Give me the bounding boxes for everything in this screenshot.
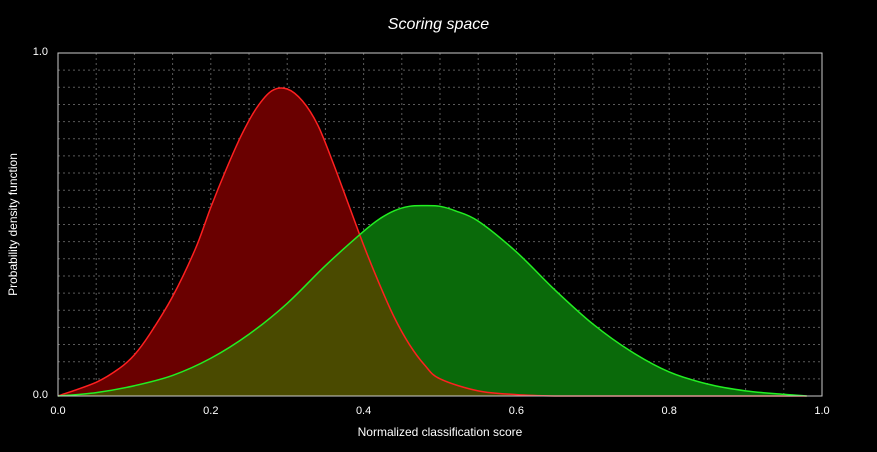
y-tick-label: 1.0 bbox=[33, 46, 48, 58]
x-tick-label: 0.8 bbox=[662, 405, 677, 417]
plot-frame bbox=[57, 52, 823, 397]
x-axis-label: Normalized classification score bbox=[358, 425, 523, 439]
green-series-line bbox=[57, 204, 807, 397]
x-tick-label: 0.6 bbox=[509, 405, 524, 417]
red-series-area bbox=[58, 87, 807, 397]
x-tick-label: 1.0 bbox=[814, 405, 829, 417]
tick-labels: 0.0 0.2 0.4 0.6 0.8 1.0 0.0 1.0 bbox=[33, 46, 830, 417]
y-tick-label: 0.0 bbox=[33, 389, 48, 401]
red-series-line bbox=[57, 87, 807, 397]
y-axis-label: Probability density function bbox=[6, 153, 20, 296]
x-tick-label: 0.4 bbox=[356, 405, 371, 417]
chart-title: Scoring space bbox=[387, 16, 490, 33]
x-tick-label: 0.0 bbox=[50, 405, 65, 417]
x-tick-label: 0.2 bbox=[203, 405, 218, 417]
